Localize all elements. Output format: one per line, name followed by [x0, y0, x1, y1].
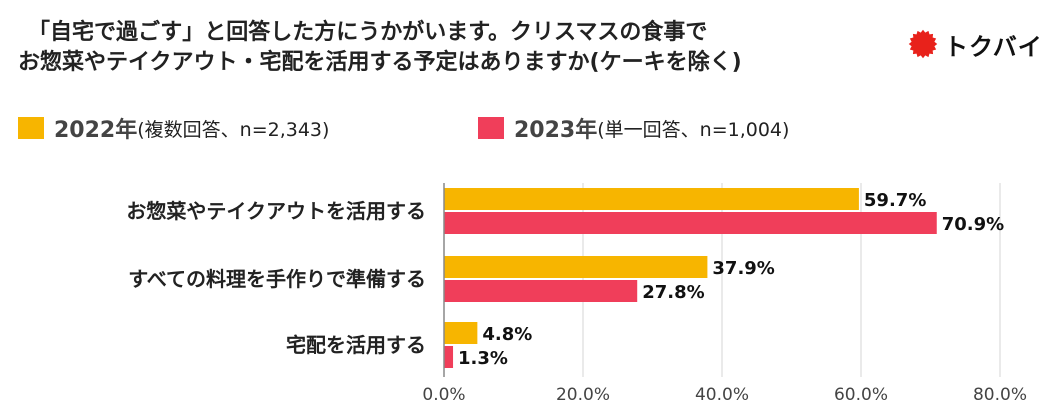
x-tick-label: 80.0% — [973, 385, 1027, 405]
x-tick-label: 40.0% — [695, 385, 749, 405]
legend-year-2023: 2023年 — [514, 118, 598, 143]
legend-swatch-2023 — [478, 117, 504, 139]
chart-title-line-1: 「自宅で過ごす」と回答した方にうかがいます。クリスマスの食事で — [28, 20, 708, 45]
legend-item-2023: 2023年 (単一回答、n=1,004) — [478, 108, 789, 148]
red-burst-icon — [908, 29, 938, 59]
category-label: 宅配を活用する — [286, 333, 426, 357]
bar-2023 — [444, 280, 638, 302]
tokubai-logo: トクバイ — [908, 22, 1043, 66]
data-label: 4.8% — [482, 324, 532, 345]
bar-2022 — [444, 322, 478, 344]
x-tick-label: 60.0% — [834, 385, 888, 405]
legend-year-2022: 2022年 — [54, 118, 138, 143]
bar-2023 — [444, 346, 454, 368]
bar-2022 — [444, 256, 708, 278]
logo-text: トクバイ — [944, 32, 1043, 61]
legend-item-2022: 2022年 (複数回答、n=2,343) — [18, 108, 329, 148]
data-label: 27.8% — [642, 282, 704, 303]
category-label: すべての料理を手作りで準備する — [128, 267, 426, 291]
data-label: 59.7% — [864, 190, 926, 211]
data-label: 37.9% — [712, 258, 774, 279]
x-tick-label: 0.0% — [422, 385, 465, 405]
x-tick-label: 20.0% — [556, 385, 610, 405]
legend-swatch-2022 — [18, 117, 44, 139]
category-label: お惣菜やテイクアウトを活用する — [126, 199, 426, 223]
data-label: 70.9% — [942, 214, 1004, 235]
legend-note-2023: (単一回答、n=1,004) — [597, 118, 790, 141]
chart-title-line-2: お惣菜やテイクアウト・宅配を活用する予定はありますか(ケーキを除く) — [18, 50, 742, 75]
data-label: 1.3% — [458, 348, 508, 369]
bar-2022 — [444, 188, 859, 210]
bar-2023 — [444, 212, 937, 234]
legend-note-2022: (複数回答、n=2,343) — [137, 118, 330, 141]
